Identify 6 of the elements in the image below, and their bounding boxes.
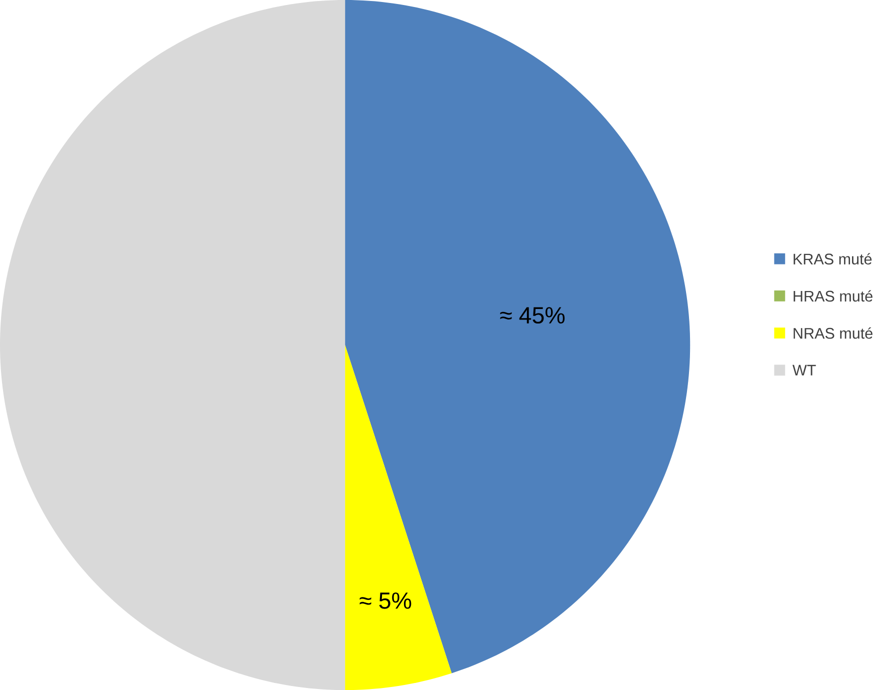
legend-label: KRAS muté: [794, 253, 872, 264]
legend-label: HRAS muté: [794, 290, 872, 302]
legend-label: WT: [792, 364, 816, 376]
legend-label: NRAS muté: [794, 327, 872, 339]
data-label: ≈ 5%: [360, 592, 412, 609]
data-label: ≈ 45%: [500, 307, 565, 324]
